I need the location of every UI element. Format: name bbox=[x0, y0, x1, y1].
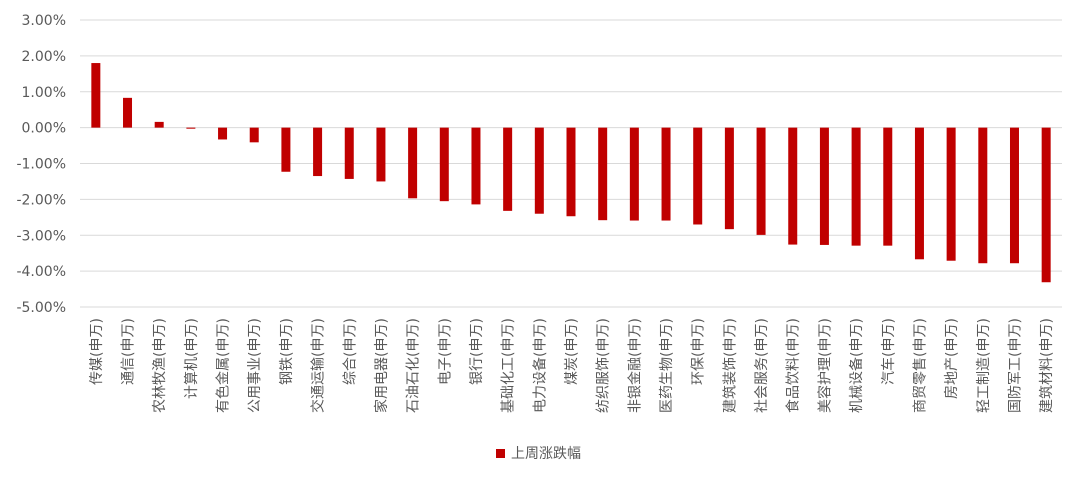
y-tick-label: -4.00% bbox=[16, 264, 66, 280]
bar bbox=[218, 127, 228, 140]
x-tick-label: 钢铁(申万) bbox=[279, 318, 295, 385]
bar bbox=[788, 127, 798, 245]
x-tick-label: 建筑装饰(申万) bbox=[722, 318, 738, 413]
bar bbox=[756, 127, 766, 235]
x-tick-label: 纺织服饰(申万) bbox=[596, 318, 612, 413]
x-tick-label: 电力设备(申万) bbox=[531, 318, 548, 413]
y-tick-label: -5.00% bbox=[16, 300, 66, 316]
bar bbox=[851, 127, 861, 246]
bar bbox=[439, 127, 449, 202]
x-tick-label: 商贸零售(申万) bbox=[912, 318, 928, 413]
x-tick-label: 房地产(申万) bbox=[944, 318, 960, 399]
x-tick-label: 社会服务(申万) bbox=[754, 318, 770, 413]
bar bbox=[724, 127, 734, 230]
x-tick-label: 国防军工(申万) bbox=[1007, 318, 1023, 413]
x-tick-label: 银行(申万) bbox=[469, 318, 485, 385]
x-tick-label: 农林牧渔(申万) bbox=[152, 318, 168, 413]
x-tick-label: 计算机(申万) bbox=[184, 318, 200, 399]
x-tick-label: 汽车(申万) bbox=[880, 318, 897, 385]
x-tick-label: 非银金融(申万) bbox=[627, 318, 643, 413]
x-tick-label: 有色金属(申万) bbox=[215, 318, 232, 413]
bar bbox=[534, 127, 544, 214]
legend-label: 上周涨跌幅 bbox=[511, 446, 581, 462]
bar bbox=[313, 127, 323, 177]
bar bbox=[566, 127, 576, 217]
x-tick-label: 基础化工(申万) bbox=[500, 318, 517, 413]
x-tick-label: 家用电器(申万) bbox=[373, 318, 390, 413]
bar bbox=[914, 127, 924, 260]
x-tick-label: 环保(申万) bbox=[691, 318, 707, 385]
bar bbox=[819, 127, 829, 245]
bar bbox=[693, 127, 703, 225]
bar bbox=[154, 121, 164, 128]
bar bbox=[471, 127, 481, 205]
x-tick-label: 轻工制造(申万) bbox=[976, 318, 992, 413]
x-tick-label: 石油石化(申万) bbox=[406, 318, 422, 413]
x-tick-label: 电子(申万) bbox=[437, 318, 453, 385]
bar bbox=[629, 127, 639, 221]
x-tick-label: 综合(申万) bbox=[342, 318, 358, 385]
bar bbox=[978, 127, 988, 264]
bar bbox=[883, 127, 893, 246]
y-tick-label: 0.00% bbox=[22, 121, 66, 137]
bar bbox=[661, 127, 671, 221]
x-tick-label: 建筑材料(申万) bbox=[1039, 318, 1055, 413]
bar bbox=[249, 127, 259, 143]
bar bbox=[598, 127, 608, 221]
y-tick-label: 3.00% bbox=[22, 13, 66, 29]
bar bbox=[503, 127, 513, 211]
x-tick-label: 交通运输(申万) bbox=[310, 318, 327, 413]
y-tick-label: 2.00% bbox=[22, 49, 66, 65]
bar bbox=[91, 63, 101, 128]
x-tick-label: 食品饮料(申万) bbox=[785, 318, 802, 413]
x-tick-label: 通信(申万) bbox=[121, 318, 137, 385]
x-tick-label: 美容护理(申万) bbox=[816, 318, 833, 413]
legend: 上周涨跌幅 bbox=[496, 443, 581, 463]
bar bbox=[1009, 127, 1019, 264]
bar bbox=[946, 127, 956, 261]
y-tick-label: -2.00% bbox=[16, 192, 66, 208]
y-tick-label: -1.00% bbox=[16, 157, 66, 173]
y-tick-label: 1.00% bbox=[22, 85, 66, 101]
x-tick-label: 煤炭(申万) bbox=[564, 318, 580, 385]
bar bbox=[123, 97, 133, 128]
x-tick-label: 公用事业(申万) bbox=[247, 318, 263, 413]
bar bbox=[186, 127, 196, 129]
x-tick-label: 传媒(申万) bbox=[89, 318, 105, 385]
x-tick-label: 机械设备(申万) bbox=[848, 318, 865, 413]
y-tick-label: -3.00% bbox=[16, 228, 66, 244]
legend-swatch bbox=[496, 448, 505, 458]
bar bbox=[376, 127, 386, 182]
bar bbox=[1041, 127, 1051, 283]
x-tick-label: 医药生物(申万) bbox=[659, 318, 675, 413]
bar bbox=[408, 127, 418, 199]
bar bbox=[281, 127, 291, 172]
bar bbox=[344, 127, 354, 179]
